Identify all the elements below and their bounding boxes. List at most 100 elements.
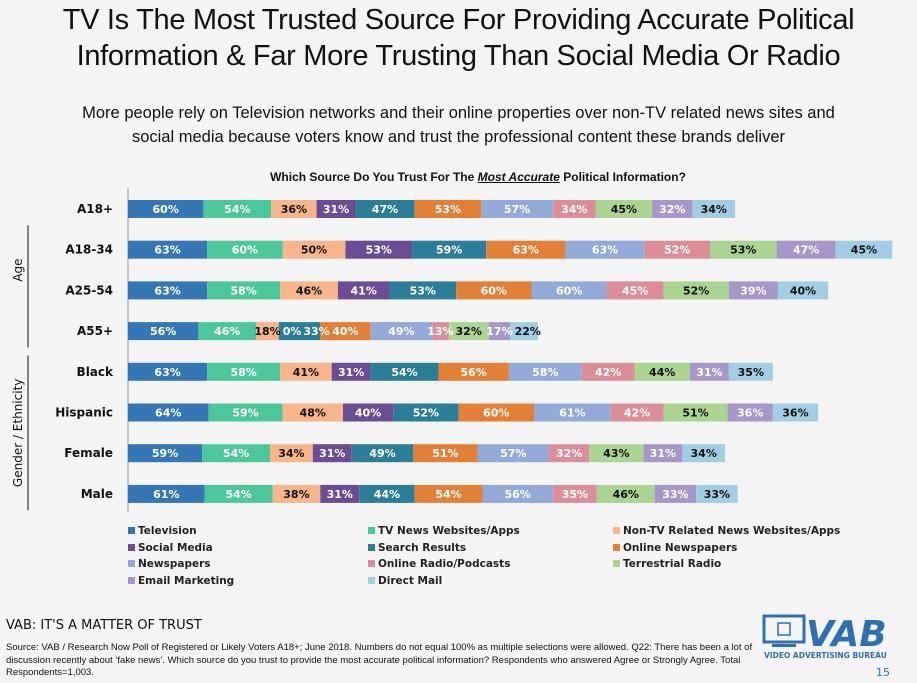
data-label: 60%	[556, 284, 582, 297]
data-label: 36%	[281, 203, 307, 216]
bar-segment	[482, 484, 553, 503]
data-label: 53%	[366, 244, 392, 257]
data-label: 59%	[436, 244, 462, 257]
data-label: 42%	[624, 407, 650, 420]
bar-segment	[776, 240, 836, 259]
stacked-bar-chart: A18+ 60% 54% 36% 31% 47% 53% 57% 34% 45% 32% 34% A18…	[11, 188, 893, 512]
bar-segment	[682, 444, 726, 463]
data-label: 52%	[413, 407, 439, 420]
bar-segment	[644, 240, 710, 259]
data-label: 41%	[293, 366, 319, 379]
data-label: 31%	[323, 203, 349, 216]
title-line-1: TV Is The Most Trusted Source For Provid…	[62, 4, 855, 36]
bar-segment	[531, 281, 607, 300]
bar-segment	[728, 362, 773, 381]
data-label: 61%	[153, 488, 179, 501]
legend-swatch	[368, 560, 375, 567]
data-label: 59%	[152, 447, 178, 460]
legend-label: TV News Websites/Apps	[378, 525, 520, 537]
category-label: A18-34	[65, 243, 113, 257]
legend-swatch	[613, 543, 620, 551]
data-label: 49%	[388, 325, 414, 338]
bar-segment	[438, 362, 509, 381]
data-label: 59%	[232, 407, 258, 420]
data-label: 53%	[410, 284, 436, 297]
data-label: 31%	[327, 488, 353, 501]
bar-segment	[663, 281, 729, 300]
data-label: 40%	[790, 284, 816, 297]
legend-item: Newspapers	[128, 558, 211, 570]
bar-segment	[696, 484, 738, 503]
bar-segment	[331, 362, 371, 381]
subtitle-line-2: social media because voters know and tru…	[131, 128, 786, 146]
data-label: 54%	[225, 488, 251, 501]
bar-segment	[351, 444, 414, 463]
group-label: Age	[11, 258, 25, 281]
legend-swatch	[368, 527, 375, 534]
bar-segment	[370, 362, 439, 381]
data-label: 52%	[664, 244, 690, 257]
bar-segment	[198, 322, 257, 341]
data-label: 63%	[154, 244, 180, 257]
data-label: 45%	[622, 284, 648, 297]
data-label: 63%	[513, 244, 539, 257]
page-number: 15	[876, 666, 890, 679]
data-label: 63%	[154, 284, 180, 297]
bar-segment	[728, 281, 778, 300]
bar-segment	[280, 362, 332, 381]
bar-segment	[534, 403, 611, 422]
bar-segment	[128, 403, 209, 422]
bar-segment	[727, 403, 773, 422]
legend-item: Terrestrial Radio	[613, 558, 721, 570]
bar-segment	[128, 444, 203, 463]
data-label: 56%	[504, 488, 530, 501]
chart-title-post: Political Information?	[559, 170, 686, 184]
bar-segment	[552, 484, 597, 503]
bar-segment	[709, 240, 777, 259]
data-label: 39%	[740, 284, 766, 297]
data-label: 44%	[649, 366, 675, 379]
data-label: 52%	[683, 284, 709, 297]
legend-item: Television	[128, 525, 197, 537]
legend-swatch	[128, 576, 135, 584]
data-label: 34%	[691, 447, 717, 460]
bar-segment	[207, 240, 283, 259]
bar-segment	[320, 484, 360, 503]
bar-segment	[282, 403, 343, 422]
data-label: 38%	[283, 488, 309, 501]
bar-segment	[412, 240, 487, 259]
data-label: 13%	[427, 325, 453, 338]
data-label: 60%	[481, 284, 507, 297]
bar-segment	[345, 240, 413, 259]
bar-segment	[414, 484, 483, 503]
data-label: 57%	[504, 203, 530, 216]
legend-swatch	[128, 543, 135, 551]
bar-segment	[389, 281, 457, 300]
data-label: 36%	[737, 407, 763, 420]
tagline: VAB: IT'S A MATTER OF TRUST	[6, 618, 202, 633]
legend-label: Terrestrial Radio	[623, 558, 722, 570]
bar-segment	[355, 200, 415, 218]
data-label: 64%	[155, 407, 181, 420]
bar-segment	[278, 322, 321, 341]
bar-segment	[772, 403, 819, 422]
data-label: 32%	[456, 325, 482, 338]
bar-segment	[128, 200, 204, 218]
bar-segment	[432, 322, 449, 341]
legend-item: Search Results	[368, 542, 466, 554]
bar-segment	[128, 362, 208, 381]
data-label: 54%	[224, 203, 250, 216]
bar-segment	[282, 240, 346, 259]
data-label: 63%	[592, 244, 618, 257]
data-label: 53%	[730, 244, 756, 257]
bar-segment	[320, 322, 371, 341]
bar-segment	[370, 322, 433, 341]
data-label: 47%	[372, 203, 398, 216]
data-label: 18%	[254, 325, 280, 338]
bar-segment	[458, 403, 535, 422]
legend-label: Newspapers	[138, 558, 211, 570]
bar-segment	[835, 240, 893, 259]
data-label: 54%	[223, 447, 249, 460]
legend-label: Online Newspapers	[623, 541, 738, 554]
data-label: 31%	[650, 447, 676, 460]
